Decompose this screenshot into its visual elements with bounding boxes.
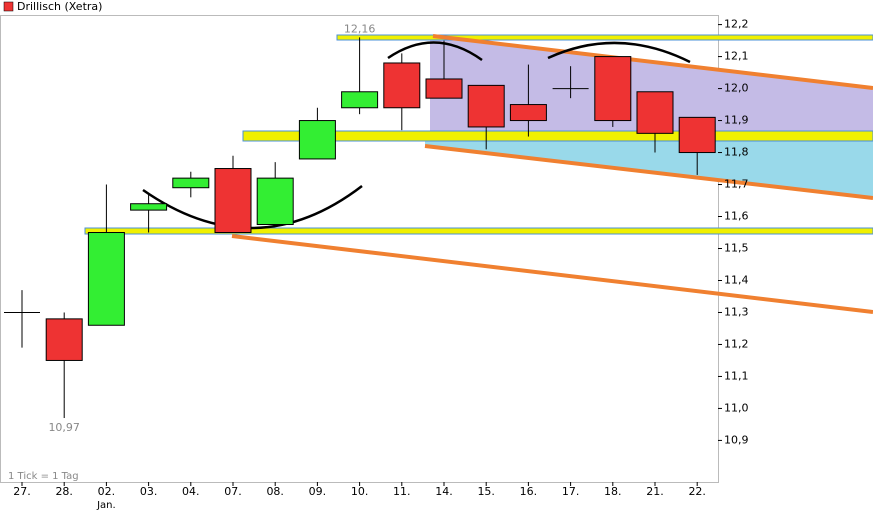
candle-body xyxy=(594,56,632,122)
arc xyxy=(387,41,483,62)
y-tick-label: 11,6 xyxy=(724,210,749,223)
y-tick-label: 12,2 xyxy=(724,18,749,31)
min-label: 10,97 xyxy=(48,421,80,434)
x-tick-label: 17. xyxy=(562,485,580,498)
y-tick-label: 10,9 xyxy=(724,433,749,446)
y-tick-label: 11,8 xyxy=(724,146,749,159)
x-tick-label: 16. xyxy=(520,485,538,498)
candle-body xyxy=(256,177,294,226)
arc xyxy=(547,41,691,64)
support-band xyxy=(242,130,873,142)
candle-body xyxy=(45,318,83,361)
candle-body xyxy=(383,62,421,109)
x-tick-label: 28. xyxy=(55,485,73,498)
x-tick-label: 15. xyxy=(477,485,495,498)
candle-body xyxy=(341,91,379,109)
trend-line xyxy=(231,234,873,314)
candle-body xyxy=(130,203,168,211)
candle-body xyxy=(509,104,547,122)
x-tick-label: 03. xyxy=(140,485,158,498)
y-tick-label: 11,5 xyxy=(724,242,749,255)
legend-swatch xyxy=(3,1,14,12)
candle-body xyxy=(298,120,336,160)
support-band xyxy=(84,227,873,235)
x-tick-label: 07. xyxy=(224,485,242,498)
x-tick-label: 02. xyxy=(98,485,116,498)
y-tick-label: 12,0 xyxy=(724,82,749,95)
y-tick-label: 11,3 xyxy=(724,305,749,318)
y-tick-label: 12,1 xyxy=(724,50,749,63)
x-tick-label: 11. xyxy=(393,485,411,498)
arc xyxy=(142,185,363,230)
candle-body xyxy=(467,84,505,128)
y-tick-label: 11,7 xyxy=(724,178,749,191)
x-tick-label: 21. xyxy=(646,485,664,498)
trend-line xyxy=(432,34,873,90)
x-tick-label: 08. xyxy=(266,485,284,498)
candle-body xyxy=(87,232,125,326)
x-tick-label: 18. xyxy=(604,485,622,498)
x-tick-label: 22. xyxy=(688,485,706,498)
y-tick-label: 11,4 xyxy=(724,273,749,286)
max-label: 12,16 xyxy=(344,22,376,35)
candle-body xyxy=(172,177,210,189)
candle-body xyxy=(214,168,252,234)
x-tick-label: 10. xyxy=(351,485,369,498)
candle-body xyxy=(678,116,716,154)
y-tick-label: 11,2 xyxy=(724,337,749,350)
candle-body xyxy=(636,91,674,134)
support-band xyxy=(336,34,873,41)
chart-title: Drillisch (Xetra) xyxy=(17,0,102,13)
y-tick-label: 11,1 xyxy=(724,369,749,382)
candle-body xyxy=(425,78,463,99)
y-tick-label: 11,0 xyxy=(724,401,749,414)
x-tick-label: 09. xyxy=(309,485,327,498)
x-month-label: Jan. xyxy=(96,500,116,511)
x-tick-label: 27. xyxy=(13,485,31,498)
trend-line xyxy=(424,144,873,200)
x-tick-label: 14. xyxy=(435,485,453,498)
y-tick-label: 11,9 xyxy=(724,114,749,127)
footnote: 1 Tick = 1 Tag xyxy=(8,471,79,482)
x-tick-label: 04. xyxy=(182,485,200,498)
